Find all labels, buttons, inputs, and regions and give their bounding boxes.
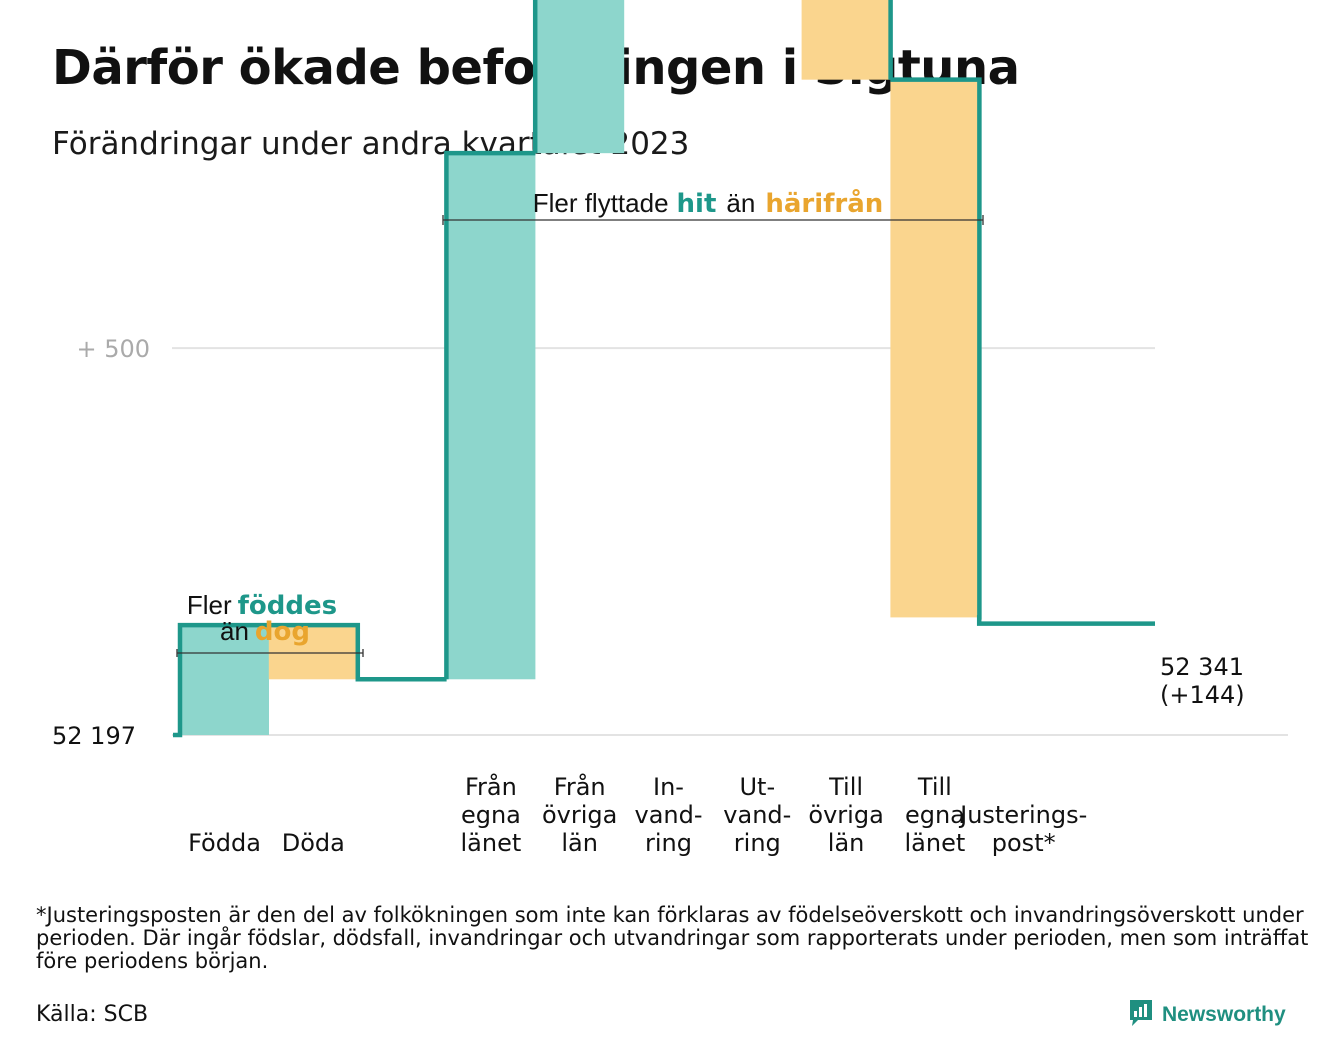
x-tick-label: Ut- bbox=[739, 773, 775, 801]
x-tick-label: vand- bbox=[634, 801, 702, 829]
bar-1 bbox=[268, 625, 358, 680]
x-tick-label: länet bbox=[461, 829, 522, 857]
x-tick-label: länet bbox=[905, 829, 966, 857]
x-tick-label: Justerings- bbox=[958, 801, 1087, 829]
x-tick-label: län bbox=[828, 829, 865, 857]
x-tick-label: Till bbox=[828, 773, 863, 801]
x-tick-label: ring bbox=[645, 829, 692, 857]
start-value-label: 52 197 bbox=[52, 722, 136, 750]
top-annotation-prefix: Fler flyttade bbox=[533, 188, 669, 218]
left-annotation-prefix: Fler bbox=[187, 590, 232, 620]
end-value-label: 52 341 bbox=[1160, 653, 1244, 681]
bar-7 bbox=[801, 0, 891, 80]
top-annotation: Fler flyttade hit än härifrån bbox=[533, 187, 884, 219]
x-tick-label: Från bbox=[465, 772, 517, 801]
x-tick-label: övriga bbox=[542, 801, 617, 829]
grid-lines bbox=[172, 347, 1288, 736]
bar-0 bbox=[180, 625, 269, 735]
waterfall-chart: + 500+1 00052 197FöddaDödaFrånegnalänetF… bbox=[52, 0, 1288, 857]
source-label: Källa: SCB bbox=[36, 1002, 149, 1027]
x-tick-label: ring bbox=[734, 829, 781, 857]
bar-8 bbox=[890, 79, 980, 618]
x-tick-label: Till bbox=[917, 773, 952, 801]
x-tick-label: Från bbox=[554, 772, 606, 801]
chart-speech-bubble-icon bbox=[1128, 998, 1154, 1032]
footnote: *Justeringsposten är den del av folkökni… bbox=[36, 903, 1309, 973]
x-tick-label: län bbox=[561, 829, 598, 857]
left-annotation-middle: än bbox=[220, 616, 249, 646]
x-tick-label: egna bbox=[461, 801, 521, 829]
y-tick-label: + 500 bbox=[76, 335, 150, 363]
x-tick-label: In- bbox=[653, 773, 684, 801]
top-annotation-away: härifrån bbox=[765, 187, 883, 219]
x-tick-label: post* bbox=[992, 829, 1056, 857]
x-tick-label: Döda bbox=[282, 829, 345, 857]
newsworthy-logo[interactable]: Newsworthy bbox=[1128, 998, 1286, 1032]
end-change-label: (+144) bbox=[1160, 681, 1245, 709]
bars bbox=[180, 0, 980, 735]
x-tick-label: egna bbox=[905, 801, 965, 829]
x-tick-label: övriga bbox=[808, 801, 883, 829]
x-tick-label: Födda bbox=[188, 829, 261, 857]
left-annotation-born: föddes bbox=[238, 591, 338, 621]
logo-text: Newsworthy bbox=[1162, 1003, 1286, 1026]
top-annotation-hit: hit bbox=[677, 189, 717, 219]
x-tick-label: vand- bbox=[723, 801, 791, 829]
bar-4 bbox=[535, 0, 625, 154]
left-annotation-line1: Fler föddes bbox=[187, 590, 337, 621]
top-annotation-middle: än bbox=[726, 188, 755, 218]
cumulative-step-line bbox=[173, 0, 1155, 738]
bar-3 bbox=[446, 153, 536, 680]
labels: + 500+1 00052 197FöddaDödaFrånegnalänetF… bbox=[52, 335, 1087, 857]
step-line bbox=[173, 0, 1155, 738]
left-annotation-line2: än dog bbox=[220, 616, 310, 647]
left-annotation-died: dog bbox=[255, 617, 310, 647]
